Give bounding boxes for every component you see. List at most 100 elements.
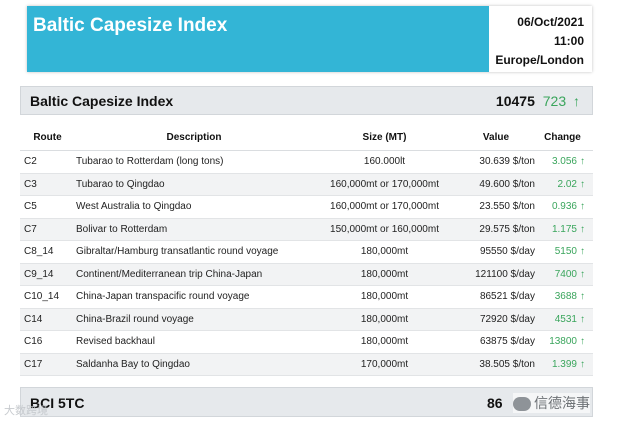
change-value: 2.02 [557, 178, 577, 190]
route-change: 1.399 ↑ [539, 353, 593, 376]
route-value: 63875 $/day [456, 330, 539, 354]
route-value: 23.550 $/ton [456, 195, 539, 219]
route-code: C8_14 [20, 240, 72, 264]
up-arrow-icon: ↑ [580, 268, 585, 280]
up-arrow-icon: ↑ [580, 178, 585, 190]
route-description: Revised backhaul [72, 330, 313, 354]
table-row: C10_14 China-Japan transpacific round vo… [20, 285, 593, 309]
change-value: 3688 [554, 291, 577, 303]
route-change: 0.936 ↑ [539, 195, 593, 219]
route-size: 160,000mt or 170,000mt [313, 195, 456, 219]
table-row: C5 West Australia to Qingdao 160,000mt o… [20, 195, 593, 219]
index-change: 723 [542, 93, 567, 109]
route-value: 38.505 $/ton [456, 353, 539, 376]
bci-5tc-name: BCI 5TC [30, 395, 85, 411]
route-value: 49.600 $/ton [456, 173, 539, 196]
up-arrow-icon: ↑ [573, 93, 580, 109]
index-values: 10475 723 ↑ [496, 93, 580, 109]
table-row: C14 China-Brazil round voyage 180,000mt … [20, 308, 593, 331]
change-value: 5150 [554, 246, 577, 258]
index-value: 10475 [495, 93, 535, 109]
route-size: 180,000mt [313, 285, 456, 309]
table-row: C3 Tubarao to Qingdao 160,000mt or 170,0… [20, 173, 593, 196]
route-size: 150,000mt or 160,000mt [313, 218, 456, 241]
route-description: China-Brazil round voyage [72, 308, 313, 331]
route-description: Gibraltar/Hamburg transatlantic round vo… [72, 240, 313, 264]
route-size: 180,000mt [313, 330, 456, 354]
route-value: 29.575 $/ton [456, 218, 539, 241]
route-size: 180,000mt [313, 308, 456, 331]
timezone-label: Europe/London [495, 53, 584, 67]
table-row: C17 Saldanha Bay to Qingdao 170,000mt 38… [20, 353, 593, 376]
change-value: 1.175 [551, 223, 577, 235]
column-header-value: Value [456, 124, 539, 151]
route-code: C5 [20, 195, 72, 219]
route-code: C3 [20, 173, 72, 196]
table-header-row: Route Description Size (MT) Value Change [20, 124, 593, 151]
table-row: C2 Tubarao to Rotterdam (long tons) 160.… [20, 150, 593, 174]
route-description: Bolivar to Rotterdam [72, 218, 313, 241]
route-change: 3.056 ↑ [539, 150, 593, 174]
route-change: 13800 ↑ [539, 330, 593, 354]
page-title: Baltic Capesize Index [33, 15, 228, 36]
route-value: 30.639 $/ton [456, 150, 539, 174]
title-band: Baltic Capesize Index [27, 6, 489, 72]
index-name: Baltic Capesize Index [30, 93, 174, 109]
time-label: 11:00 [553, 34, 584, 48]
table-row: C16 Revised backhaul 180,000mt 63875 $/d… [20, 330, 593, 354]
route-change: 4531 ↑ [539, 308, 593, 331]
wechat-icon [513, 397, 531, 412]
index-summary-bar: Baltic Capesize Index 10475 723 ↑ [20, 86, 593, 115]
watermark-right: 信德海事 [513, 393, 590, 413]
change-value: 0.936 [551, 201, 577, 213]
column-header-change: Change [539, 124, 593, 151]
route-code: C17 [20, 353, 72, 376]
route-code: C7 [20, 218, 72, 241]
timestamp-block: 06/Oct/2021 11:00 Europe/London [495, 13, 584, 70]
route-size: 170,000mt [313, 353, 456, 376]
route-change: 3688 ↑ [539, 285, 593, 309]
up-arrow-icon: ↑ [580, 201, 585, 213]
route-code: C9_14 [20, 263, 72, 286]
up-arrow-icon: ↑ [580, 313, 585, 325]
route-size: 180,000mt [313, 240, 456, 264]
change-value: 4531 [554, 313, 577, 325]
report-header: Baltic Capesize Index 06/Oct/2021 11:00 … [27, 6, 592, 72]
watermark-left: 大数跨境 [4, 405, 48, 417]
bci-5tc-value: 86 [487, 395, 503, 411]
up-arrow-icon: ↑ [580, 358, 585, 370]
route-size: 160,000mt or 170,000mt [313, 173, 456, 196]
route-code: C10_14 [20, 285, 72, 309]
up-arrow-icon: ↑ [580, 156, 585, 168]
change-value: 3.056 [551, 156, 577, 168]
up-arrow-icon: ↑ [580, 246, 585, 258]
route-change: 1.175 ↑ [539, 218, 593, 241]
route-code: C14 [20, 308, 72, 331]
route-code: C2 [20, 150, 72, 174]
table-row: C8_14 Gibraltar/Hamburg transatlantic ro… [20, 240, 593, 264]
route-description: Tubarao to Qingdao [72, 173, 313, 196]
route-description: Continent/Mediterranean trip China-Japan [72, 263, 313, 286]
route-description: West Australia to Qingdao [72, 195, 313, 219]
route-size: 180,000mt [313, 263, 456, 286]
route-value: 86521 $/day [456, 285, 539, 309]
watermark-right-text: 信德海事 [534, 395, 590, 411]
route-description: Tubarao to Rotterdam (long tons) [72, 150, 313, 174]
column-header-description: Description [72, 124, 313, 151]
table-row: C9_14 Continent/Mediterranean trip China… [20, 263, 593, 286]
route-code: C16 [20, 330, 72, 354]
up-arrow-icon: ↑ [580, 223, 585, 235]
route-value: 121100 $/day [456, 263, 539, 286]
change-value: 7400 [554, 268, 577, 280]
route-size: 160.000lt [313, 150, 456, 174]
column-header-route: Route [20, 124, 72, 151]
route-value: 72920 $/day [456, 308, 539, 331]
up-arrow-icon: ↑ [580, 336, 585, 348]
bci-5tc-bar: BCI 5TC 86 [20, 387, 593, 417]
change-value: 13800 [549, 336, 577, 348]
column-header-size: Size (MT) [313, 124, 456, 151]
date-label: 06/Oct/2021 [517, 15, 584, 29]
route-description: China-Japan transpacific round voyage [72, 285, 313, 309]
route-description: Saldanha Bay to Qingdao [72, 353, 313, 376]
route-change: 7400 ↑ [539, 263, 593, 286]
